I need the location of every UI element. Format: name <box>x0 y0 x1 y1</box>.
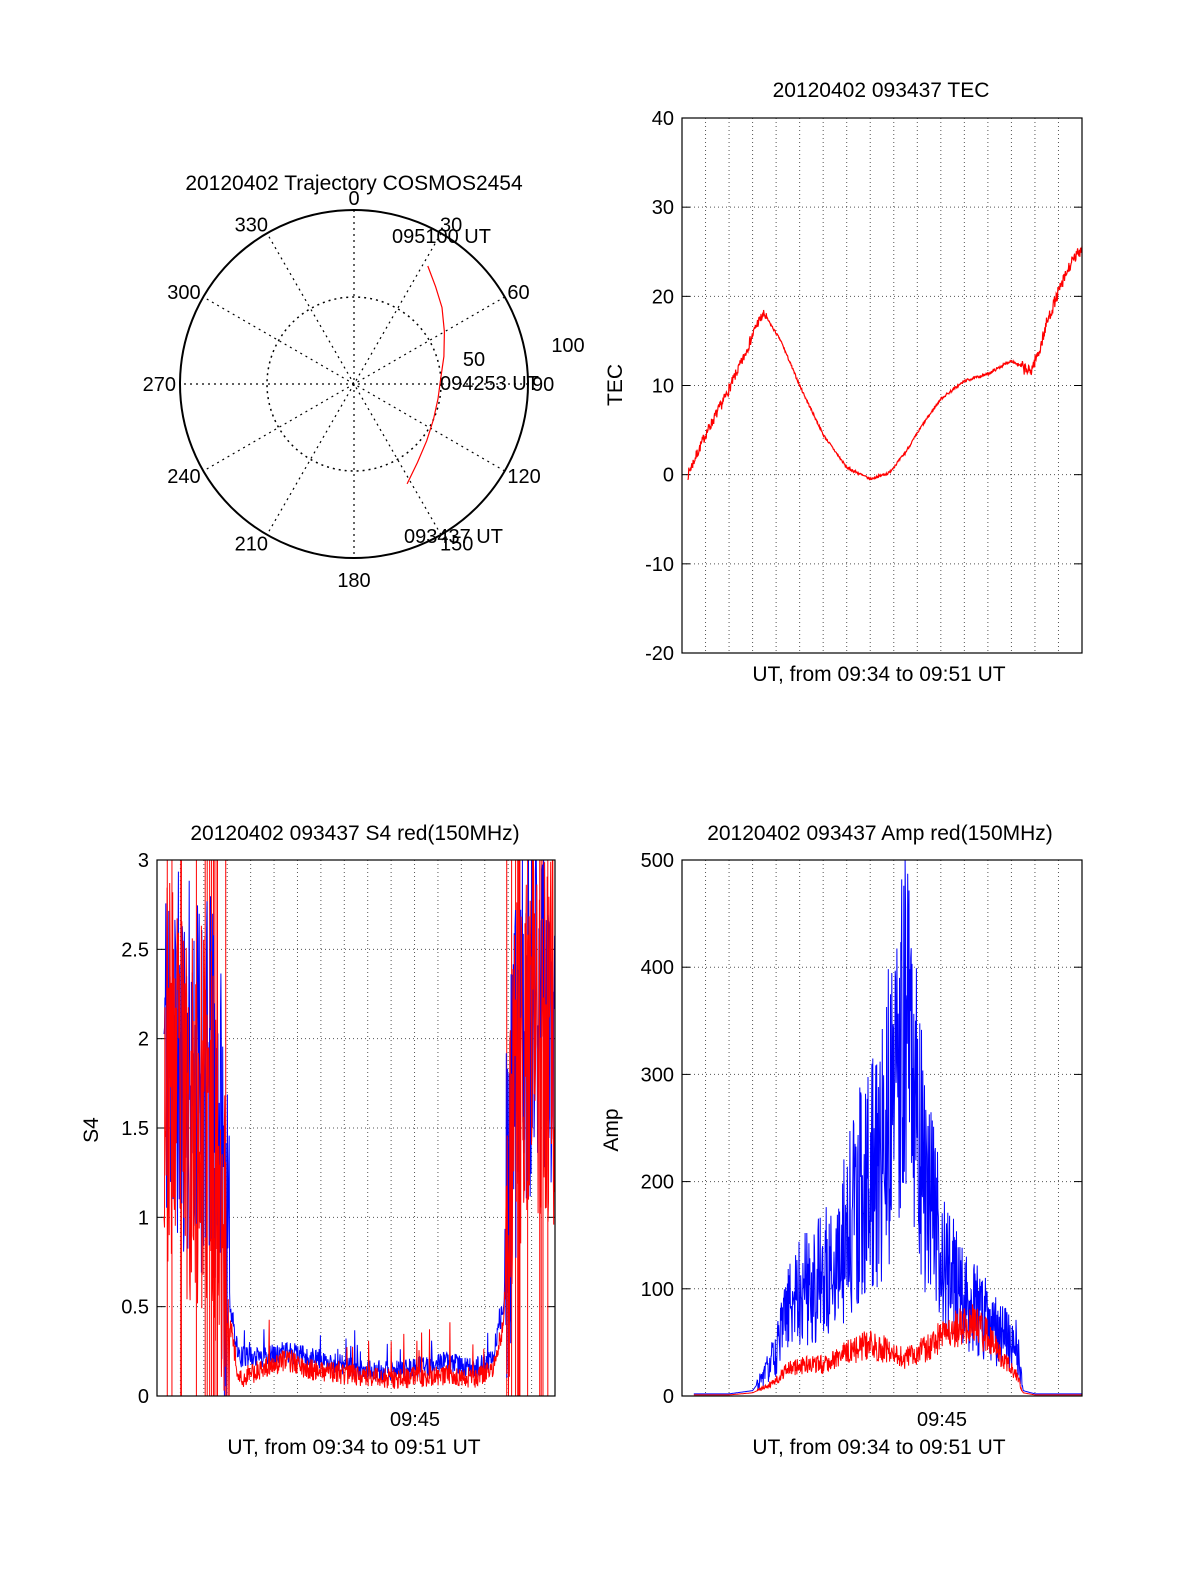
polar-outer-circle <box>179 209 529 559</box>
s4-y-tick-label: 3 <box>138 850 149 872</box>
tec-y-tick-label: 10 <box>652 376 674 398</box>
polar-angle-label: 0 <box>348 188 359 210</box>
s4-y-tick-label: 1 <box>138 1207 149 1229</box>
radial-label-100: 100 <box>551 335 584 357</box>
s4-y-axis-label: S4 <box>80 1117 103 1143</box>
polar-angle-label: 60 <box>507 282 529 304</box>
polar-inner-circle <box>266 296 442 472</box>
tec-y-axis-label: TEC <box>604 364 627 406</box>
amp-plot-frame <box>681 859 1083 1397</box>
amp-y-tick-label: 400 <box>641 957 674 979</box>
trajectory-end-annotation: 095100 UT <box>392 226 491 248</box>
polar-angle-label: 330 <box>235 215 268 237</box>
s4-x-tick-label: 09:45 <box>390 1409 440 1431</box>
tec-x-axis-label: UT, from 09:34 to 09:51 UT <box>752 663 1005 686</box>
tec-y-tick-label: 30 <box>652 197 674 219</box>
s4-blue-series-line <box>163 859 556 1397</box>
tec-title: 20120402 093437 TEC <box>773 79 990 102</box>
polar-angle-label: 240 <box>167 466 200 488</box>
amp-y-tick-label: 0 <box>663 1386 674 1408</box>
tec-y-tick-label: -10 <box>645 554 674 576</box>
trajectory-line <box>406 265 446 485</box>
tec-plot-frame <box>681 117 1083 654</box>
amp-x-axis-label: UT, from 09:34 to 09:51 UT <box>752 1436 1005 1459</box>
polar-angle-label: 150 <box>440 533 473 555</box>
amp-y-tick-label: 300 <box>641 1064 674 1086</box>
polar-angle-label: 300 <box>167 282 200 304</box>
amp-y-tick-label: 500 <box>641 850 674 872</box>
amp-y-tick-label: 100 <box>641 1279 674 1301</box>
polar-angle-label: 90 <box>532 374 554 396</box>
polar-angle-label: 120 <box>507 466 540 488</box>
s4-plot-frame <box>156 859 556 1397</box>
tec-panel: 20120402 093437 TEC -20 -10 0 10 20 30 40 UT, … <box>604 79 1083 686</box>
amp-panel: 20120402 093437 Amp red(150MHz) 0 100 200 3… <box>600 822 1083 1459</box>
s4-title: 20120402 093437 S4 red(150MHz) <box>190 822 519 845</box>
amp-x-tick-label: 09:45 <box>917 1409 967 1431</box>
s4-x-axis-label: UT, from 09:34 to 09:51 UT <box>227 1436 480 1459</box>
polar-angle-label: 180 <box>337 570 370 592</box>
polar-angle-label: 270 <box>143 374 176 396</box>
radial-label-50: 50 <box>463 349 485 371</box>
s4-y-ticks: 0 0.5 1 1.5 2 2.5 3 <box>121 850 555 1408</box>
s4-y-tick-label: 1.5 <box>121 1118 149 1140</box>
tec-y-tick-label: 20 <box>652 286 674 308</box>
polar-angle-label: 30 <box>440 215 462 237</box>
amp-y-tick-label: 200 <box>641 1172 674 1194</box>
tec-series-line <box>687 246 1083 481</box>
amp-y-axis-label: Amp <box>600 1108 623 1151</box>
trajectory-mid-annotation: 094253 UT <box>440 373 539 395</box>
amp-red-series-line <box>693 1304 1082 1396</box>
s4-y-tick-label: 0 <box>138 1386 149 1408</box>
polar-angle-labels: 0 30 60 90 120 150 180 210 240 270 300 330 <box>143 188 555 592</box>
polar-grid <box>180 210 528 558</box>
s4-y-tick-label: 2.5 <box>121 939 149 961</box>
tec-y-ticks: -20 -10 0 10 20 30 40 <box>645 108 1082 665</box>
polar-angle-label: 210 <box>235 533 268 555</box>
trajectory-title: 20120402 Trajectory COSMOS2454 <box>185 172 523 195</box>
amp-y-ticks: 0 100 200 300 400 500 <box>641 850 1082 1408</box>
polar-spoke <box>266 233 442 535</box>
tec-y-tick-label: 0 <box>663 465 674 487</box>
s4-y-tick-label: 2 <box>138 1029 149 1051</box>
s4-panel: 20120402 093437 S4 red(150MHz) 0 0.5 1 1.5 2… <box>80 822 556 1459</box>
tec-y-tick-label: -20 <box>645 643 674 665</box>
amp-blue-series-line <box>693 859 1082 1395</box>
trajectory-polar-panel: 20120402 Trajectory COSMOS2454 0 30 60 90 12… <box>143 172 585 592</box>
tec-grid <box>682 118 1082 653</box>
s4-y-tick-label: 0.5 <box>121 1297 149 1319</box>
trajectory-start-annotation: 093437 UT <box>404 526 503 548</box>
amp-title: 20120402 093437 Amp red(150MHz) <box>707 822 1053 845</box>
tec-y-tick-label: 40 <box>652 108 674 130</box>
